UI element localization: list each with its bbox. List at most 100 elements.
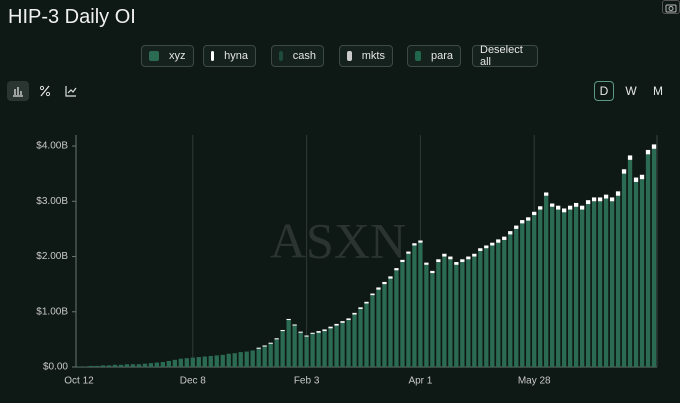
bar-segment [262,345,267,347]
bar-segment [502,236,507,240]
bar-segment [567,209,573,367]
bar-segment [496,242,501,367]
bar-segment [166,360,171,367]
bar-segment [202,356,207,367]
period-button[interactable]: M [653,84,663,98]
bar-segment [514,225,519,229]
bar-segment [328,326,333,329]
camera-icon [665,4,677,13]
bar-segment [316,332,321,367]
bar-segment [400,262,405,367]
bar-segment [292,325,297,367]
bar-segment [633,177,639,182]
bar-segment [651,144,657,149]
bar-segment [316,331,321,333]
bar-segment [615,195,621,367]
bar-segment [514,228,519,367]
legend-button[interactable]: cash [271,45,324,67]
bar-segment [388,278,393,367]
legend-swatch [149,51,159,61]
bar-segment [609,201,615,367]
bar-segment [538,206,543,210]
bar-segment [466,259,471,367]
line-view-button[interactable] [60,81,82,101]
bar-segment [370,295,375,367]
bar-segment [627,159,633,367]
period-button[interactable]: D [594,81,614,101]
bar-segment [400,259,405,263]
bar-segment [178,358,183,367]
bar-segment [322,329,327,332]
bar-segment [520,220,525,224]
bar-segment [448,256,453,260]
legend-button[interactable]: hyna [203,45,256,67]
bar-segment [238,352,243,367]
y-tick-label: $1.00B [36,306,68,317]
bar-segment [579,209,585,367]
bar-segment [112,364,118,367]
x-tick-label: May 28 [518,376,551,387]
deselect-button[interactable]: Deselect all [472,44,538,68]
period-button[interactable]: W [625,84,637,98]
legend-label: para [430,50,453,62]
bar-segment [454,264,459,367]
bar-segment [280,329,285,332]
camera-button[interactable] [662,0,680,14]
bar-segment [382,281,387,285]
percent-view-button[interactable] [34,81,56,101]
bar-segment [376,287,381,290]
bar-segment [364,301,369,304]
bar-segment [526,217,531,221]
bar-segment [615,191,621,196]
deselect-label: Deselect all [480,44,523,68]
bar-segment [550,206,555,367]
bar-segment [454,262,459,265]
legend-button[interactable]: para [407,45,461,67]
bar-segment [573,206,579,367]
y-tick-label: $2.00B [36,251,68,262]
bar-segment [388,276,393,279]
bar-segment [310,332,315,334]
bar-segment [130,364,136,367]
bar-segment [460,259,465,263]
bar-view-button[interactable] [7,81,29,101]
bar-segment [346,320,351,367]
bar-segment [591,201,597,367]
legend-label: mkts [361,50,385,62]
legend-button[interactable]: mkts [339,45,393,67]
legend-swatch [211,51,215,61]
bar-segment [340,322,345,367]
legend-button[interactable]: xyz [141,45,194,67]
bar-segment [142,363,148,367]
bar-segment [478,248,483,251]
bar-icon [13,87,23,97]
bar-segment [382,284,387,367]
bar-segment [442,256,447,367]
bar-segment [460,262,465,367]
bar-segment [639,179,645,367]
legend-swatch [279,51,283,61]
chart-title: HIP-3 Daily OI [8,6,136,28]
bar-segment [412,245,417,367]
bar-segment [597,201,603,367]
bar-segment [448,259,453,367]
bar-segment [172,359,177,367]
bar-segment [472,253,477,257]
bar-segment [358,309,363,367]
bar-segment [340,321,345,323]
bar-segment [430,270,435,274]
bar-segment [597,197,603,202]
bar-segment [118,364,124,367]
bar-segment [244,351,249,367]
bar-segment [639,174,645,180]
bar-segment [298,331,303,333]
bar-segment [268,343,273,367]
bar-segment [424,264,429,367]
bar-segment [274,338,279,340]
bar-segment [406,251,411,254]
bar-segment [627,155,633,160]
bar-segment [484,248,489,367]
bar-segment [478,251,483,367]
bar-segment [76,366,82,367]
bar-segment [418,240,423,243]
